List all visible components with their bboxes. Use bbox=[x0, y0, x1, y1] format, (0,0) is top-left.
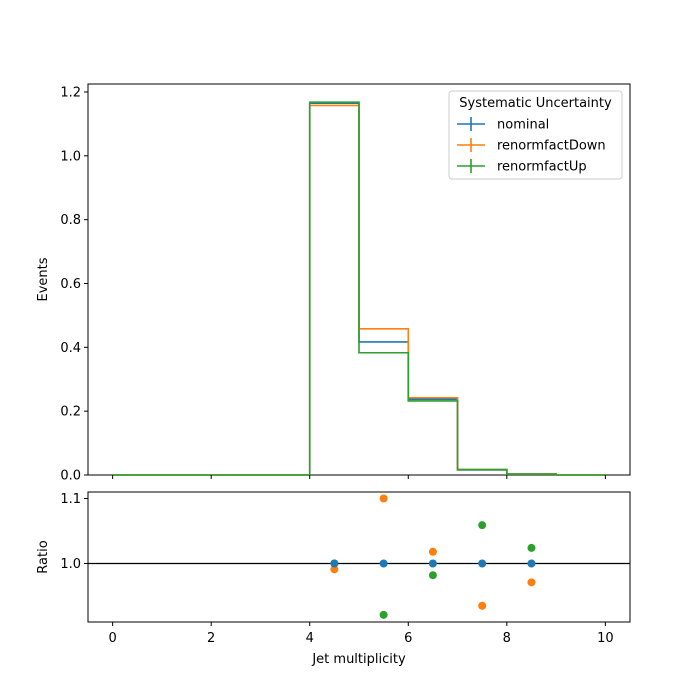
histogram-line-renormfactUp bbox=[112, 101, 606, 476]
ratio-x-tick-label: 0 bbox=[108, 631, 116, 646]
histogram-y-tick-label: 0.4 bbox=[60, 341, 81, 356]
legend-box bbox=[448, 90, 623, 180]
ratio-series-group bbox=[330, 494, 536, 619]
histogram-y-tick-label: 0.6 bbox=[60, 277, 81, 292]
ratio-point-renormfactDown bbox=[379, 494, 388, 503]
ratio-plot-area bbox=[87, 491, 631, 623]
legend-title: Systematic Uncertainty bbox=[459, 96, 612, 111]
ratio-point-renormfactUp bbox=[428, 571, 437, 580]
histogram-y-axis-label: Events bbox=[36, 257, 51, 301]
ratio-point-nominal bbox=[330, 559, 339, 568]
histogram-y-ticks: 0.0 0.2 0.4 0.6 0.8 1.0 1.2 bbox=[60, 85, 88, 484]
ratio-x-tick-label: 6 bbox=[404, 631, 412, 646]
ratio-point-nominal bbox=[428, 559, 437, 568]
ratio-point-renormfactDown bbox=[330, 565, 339, 574]
legend-label: renormfactUp bbox=[497, 160, 587, 175]
histogram-panel: 0.0 0.2 0.4 0.6 0.8 1.0 1.2 Events Systematic … bbox=[36, 83, 631, 484]
ratio-point-renormfactUp bbox=[527, 543, 536, 552]
histogram-y-tick-label: 0.2 bbox=[60, 405, 81, 420]
legend-entry-renormfactUp: renormfactUp bbox=[457, 159, 587, 175]
ratio-point-renormfactUp bbox=[379, 610, 388, 619]
ratio-point-nominal bbox=[527, 559, 536, 568]
ratio-point-renormfactDown bbox=[527, 578, 536, 587]
histogram-y-tick-label: 1.2 bbox=[60, 85, 81, 100]
ratio-x-tick-label: 8 bbox=[503, 631, 511, 646]
ratio-x-tick-label: 4 bbox=[306, 631, 314, 646]
ratio-point-nominal bbox=[379, 559, 388, 568]
ratio-point-renormfactDown bbox=[478, 601, 487, 610]
ratio-point-renormfactUp bbox=[478, 521, 487, 530]
ratio-y-tick-label: 1.1 bbox=[60, 492, 81, 507]
legend: Systematic Uncertainty nominal renormfact… bbox=[448, 90, 623, 180]
histogram-y-tick-label: 0.0 bbox=[60, 469, 81, 484]
legend-entry-nominal: nominal bbox=[457, 117, 549, 133]
histogram-y-tick-label: 0.8 bbox=[60, 213, 81, 228]
legend-label: renormfactDown bbox=[497, 139, 606, 154]
x-axis-label: Jet multiplicity bbox=[311, 652, 406, 667]
ratio-point-nominal bbox=[478, 559, 487, 568]
legend-label: nominal bbox=[497, 118, 549, 133]
legend-entry-renormfactDown: renormfactDown bbox=[457, 138, 606, 154]
ratio-panel: 1.0 1.1 0 2 4 6 8 10 Ratio Jet multiplicity bbox=[36, 491, 631, 667]
ratio-y-tick-label: 1.0 bbox=[60, 557, 81, 572]
ratio-y-ticks: 1.0 1.1 bbox=[60, 492, 88, 572]
ratio-x-ticks: 0 2 4 6 8 10 bbox=[108, 622, 614, 646]
ratio-point-renormfactDown bbox=[428, 547, 437, 556]
histogram-y-tick-label: 1.0 bbox=[60, 149, 81, 164]
ratio-x-tick-label: 2 bbox=[207, 631, 215, 646]
ratio-y-axis-label: Ratio bbox=[36, 540, 51, 573]
ratio-x-tick-label: 10 bbox=[597, 631, 614, 646]
histogram-x-ticks bbox=[112, 475, 606, 479]
histogram-series-group bbox=[112, 101, 606, 476]
legend-entries: nominal renormfactDown renormfactUp bbox=[457, 117, 606, 175]
